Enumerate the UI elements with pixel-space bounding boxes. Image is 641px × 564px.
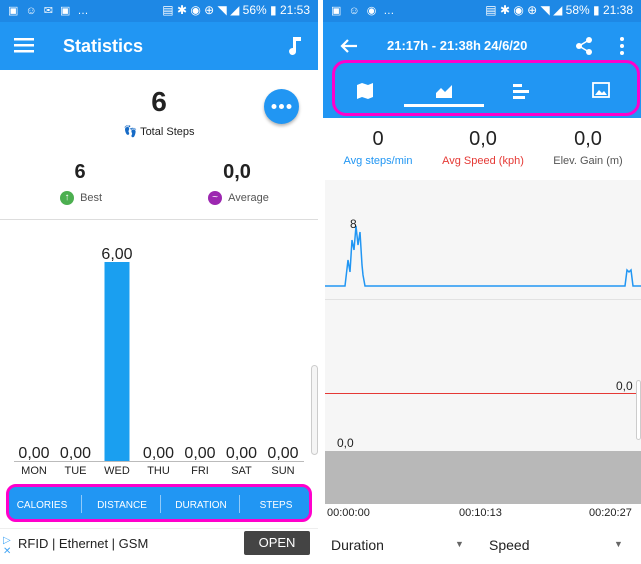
notification-icons: ▣ ☺ ◉ … [331, 5, 397, 17]
status-time: 21:53 [279, 3, 310, 17]
status-bar: ▣ ☺ ✉ ▣ … ▤ ✱ ◉ ⊕ ◥ ◢ 56% ▮ 21:53 [0, 0, 318, 22]
dropdown-value: Speed [489, 537, 530, 553]
tab-steps[interactable]: STEPS [259, 500, 293, 511]
music-note-icon[interactable] [288, 36, 302, 56]
overflow-menu-icon[interactable] [619, 36, 625, 56]
status-time: 21:38 [602, 3, 633, 17]
graph-area: 8 0,0 0,0 [325, 180, 641, 504]
signal-icons: ▤ ✱ ◉ ⊕ ◥ ◢ [485, 3, 566, 17]
day-tick-label: THU [147, 465, 170, 477]
best-value: 6 [74, 161, 86, 183]
best-label: Best [80, 192, 103, 204]
total-steps-label: Total Steps [140, 126, 195, 138]
ad-choices-icon[interactable]: ▷ ✕ [3, 535, 12, 557]
notification-icons: ▣ ☺ ✉ ▣ … [8, 5, 91, 17]
chart-icon[interactable] [435, 83, 453, 99]
speed-value-label: 0,0 [616, 379, 633, 393]
stat-avg-speed: 0,0 Avg Speed (kph) [428, 128, 538, 167]
bar-value-label: 0,00 [267, 445, 298, 462]
tab-divider [160, 495, 161, 513]
more-options-button[interactable] [264, 89, 299, 124]
more-horizontal-icon [271, 104, 292, 109]
stat-value: 0,0 [469, 128, 497, 150]
app-bar: Statistics [0, 22, 318, 70]
left-screen: ▣ ☺ ✉ ▣ … ▤ ✱ ◉ ⊕ ◥ ◢ 56% ▮ 21:53 Statis… [0, 0, 318, 564]
metric-tab-bar: CALORIES DISTANCE DURATION STEPS [6, 484, 312, 522]
page-title: Statistics [63, 36, 144, 56]
back-arrow-icon[interactable] [340, 38, 358, 54]
dropdown-arrow-icon: ▼ [614, 539, 623, 549]
battery-text: 58% [565, 3, 590, 17]
day-tick-label: WED [104, 465, 130, 477]
best-row: ↑ Best [60, 191, 102, 205]
battery-text: 56% [242, 3, 267, 17]
stat-label: Avg steps/min [343, 155, 413, 167]
bar-value-label: 0,00 [18, 445, 49, 462]
day-tick-label: SUN [271, 465, 294, 477]
view-tab-bar [332, 60, 640, 116]
scroll-edge [636, 380, 641, 440]
session-time: 21:17h - 21:38h [387, 38, 481, 53]
day-tick-label: MON [21, 465, 47, 477]
average-label: Average [228, 192, 269, 204]
bar-value-label: 0,00 [184, 445, 215, 462]
time-tick: 00:10:13 [459, 507, 502, 519]
dropdown-value: Duration [331, 537, 384, 553]
map-icon[interactable] [356, 83, 374, 99]
x-axis-dropdown[interactable]: Duration ▼ [331, 533, 471, 557]
time-tick: 00:20:27 [589, 507, 632, 519]
time-tick: 00:00:00 [327, 507, 370, 519]
bar-list-icon[interactable] [512, 83, 530, 99]
tab-distance[interactable]: DISTANCE [97, 500, 147, 511]
bar-wed [104, 262, 130, 461]
divider [0, 219, 318, 220]
day-tick-label: TUE [65, 465, 87, 477]
day-tick-label: FRI [191, 465, 209, 477]
tab-duration[interactable]: DURATION [175, 500, 227, 511]
footsteps-icon: 👣 [123, 126, 138, 138]
steps-line [325, 225, 641, 287]
tab-divider [81, 495, 82, 513]
stat-value: 0,0 [574, 128, 602, 150]
ad-banner[interactable]: ▷ ✕ RFID | Ethernet | GSM OPEN [0, 528, 318, 564]
stat-label: Elev. Gain (m) [553, 155, 623, 167]
share-icon[interactable] [575, 36, 593, 56]
wave-icon: ~ [208, 191, 222, 205]
stat-value: 0 [372, 128, 384, 150]
bar-value-label: 0,00 [60, 445, 91, 462]
app-bar: 21:17h - 21:38h 24/6/20 [323, 22, 641, 118]
image-icon[interactable] [592, 82, 610, 98]
ad-open-button[interactable]: OPEN [244, 531, 310, 555]
ad-text: RFID | Ethernet | GSM [18, 536, 149, 551]
speed-line [325, 393, 641, 394]
bar-value-label: 0,00 [143, 445, 174, 462]
menu-icon[interactable] [14, 37, 34, 53]
arrow-up-icon: ↑ [60, 191, 74, 205]
scroll-edge [311, 365, 318, 455]
weekly-bar-chart: 0,00 MON 0,00 TUE 6,00 WED 0,00 THU 0,00 FRI 0,00 S… [14, 246, 304, 477]
average-row: ~ Average [208, 191, 269, 205]
tab-divider [239, 495, 240, 513]
signal-icons: ▤ ✱ ◉ ⊕ ◥ ◢ [162, 3, 243, 17]
steps-graph-panel [325, 180, 641, 300]
y-axis-dropdown[interactable]: Speed ▼ [489, 533, 629, 557]
tab-calories[interactable]: CALORIES [16, 500, 68, 511]
session-date: 24/6/20 [484, 38, 528, 53]
elevation-band [325, 451, 641, 504]
dropdown-arrow-icon: ▼ [455, 539, 464, 549]
steps-peak-label: 8 [350, 217, 357, 231]
bar-value-label: 0,00 [226, 445, 257, 462]
total-steps-row: 👣 Total Steps [0, 125, 318, 138]
stat-avg-steps: 0 Avg steps/min [323, 128, 433, 167]
average-value: 0,0 [223, 161, 251, 183]
status-bar: ▣ ☺ ◉ … ▤ ✱ ◉ ⊕ ◥ ◢ 58% ▮ 21:38 [323, 0, 641, 22]
stat-label: Avg Speed (kph) [442, 155, 524, 167]
right-screen: ▣ ☺ ◉ … ▤ ✱ ◉ ⊕ ◥ ◢ 58% ▮ 21:38 21:17h -… [323, 0, 641, 564]
total-steps-value: 6 [151, 86, 167, 117]
bar-value-label: 6,00 [101, 246, 132, 263]
day-tick-label: SAT [231, 465, 252, 477]
elev-value-label: 0,0 [337, 436, 354, 450]
active-tab-indicator [404, 104, 484, 107]
stat-elev-gain: 0,0 Elev. Gain (m) [533, 128, 641, 167]
